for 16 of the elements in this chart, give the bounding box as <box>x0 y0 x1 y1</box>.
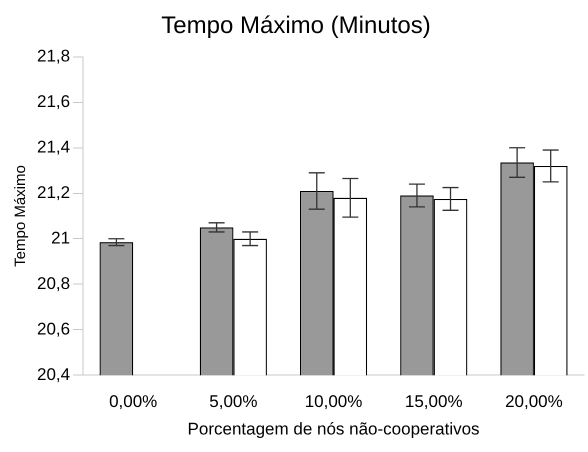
y-tick-label: 21,8 <box>36 46 70 66</box>
y-tick-label: 21,6 <box>36 92 70 111</box>
chart-title: Tempo Máximo (Minutos) <box>161 12 431 40</box>
x-tick-label: 20,00% <box>505 392 563 412</box>
y-axis-title: Tempo Máximo <box>12 165 30 267</box>
y-tick-label: 20,4 <box>36 364 70 384</box>
x-tick-label: 15,00% <box>404 392 463 412</box>
x-axis-title: Porcentagem de nós não-cooperativos <box>188 419 480 438</box>
y-tick-label: 21 <box>51 228 70 248</box>
x-tick-label: 0,00% <box>109 392 158 412</box>
x-tick-label: 10,00% <box>304 392 362 412</box>
y-tick-label: 20,8 <box>36 274 70 293</box>
x-tick-label: 5,00% <box>209 392 258 412</box>
y-tick-label: 21,4 <box>36 137 70 156</box>
y-tick-label: 20,6 <box>36 319 70 338</box>
y-tick-label: 21,2 <box>36 182 70 202</box>
